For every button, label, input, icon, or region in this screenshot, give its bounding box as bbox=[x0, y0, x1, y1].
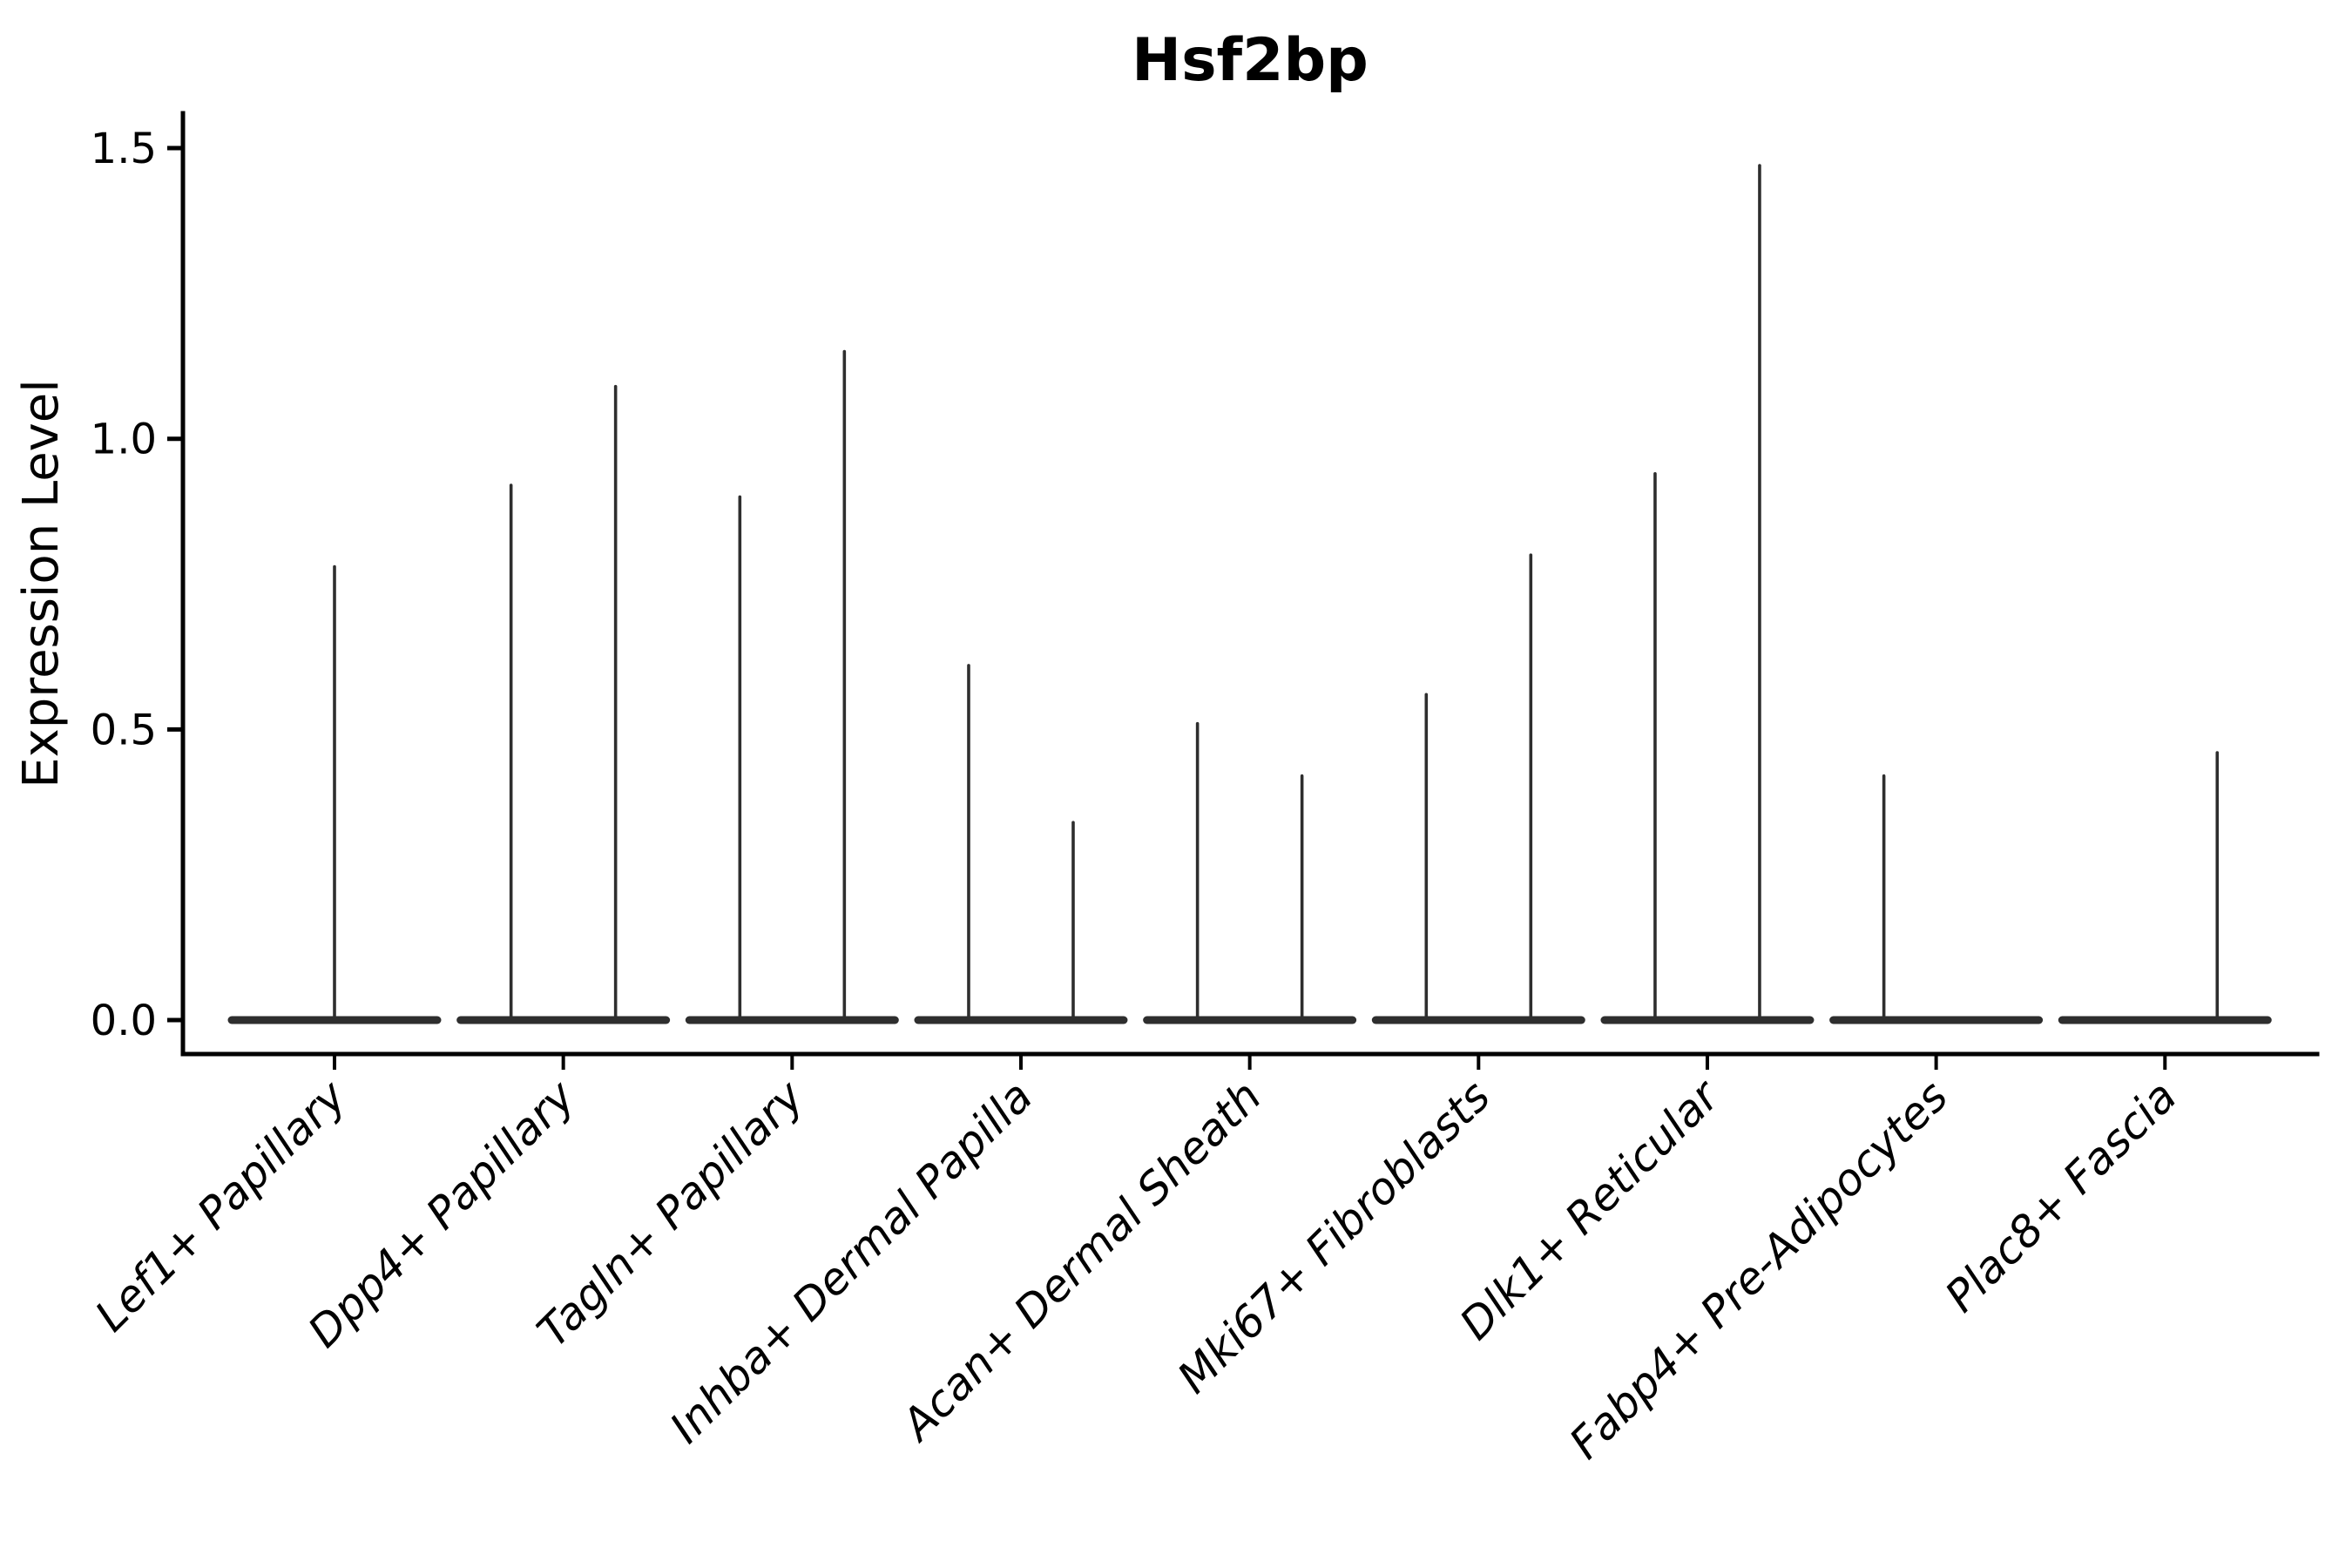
violins bbox=[227, 164, 2272, 1024]
violin-group bbox=[227, 564, 442, 1024]
axes-spines bbox=[180, 111, 2320, 1057]
y-tick-label: 0.0 bbox=[91, 997, 157, 1045]
x-tick-label: Fabp4+ Pre-Adipocytes bbox=[1560, 1071, 1958, 1469]
y-tick-label: 0.5 bbox=[91, 706, 157, 754]
x-tick-label: Acan+ Dermal Sheath bbox=[890, 1071, 1271, 1451]
violin-group bbox=[1829, 774, 2044, 1024]
chart-title: Hsf2bp bbox=[1132, 26, 1369, 95]
violin-group bbox=[2058, 751, 2272, 1024]
y-tick-label: 1.0 bbox=[91, 416, 157, 464]
y-tick-label: 1.5 bbox=[91, 125, 157, 173]
violin-group bbox=[456, 384, 671, 1024]
y-axis-ticks: 0.0 0.5 1.0 1.5 bbox=[91, 125, 183, 1045]
y-axis-label: Expression Level bbox=[13, 379, 70, 788]
violin-group bbox=[914, 664, 1128, 1024]
violin-group bbox=[1143, 721, 1357, 1024]
violin-group bbox=[1600, 164, 1815, 1024]
x-tick-label: Lef1+ Papillary bbox=[85, 1070, 356, 1341]
violin-group bbox=[685, 349, 899, 1024]
x-tick-label: Plac8+ Fascia bbox=[1936, 1071, 2186, 1321]
x-tick-label: Inhba+ Dermal Papilla bbox=[660, 1071, 1042, 1452]
violin-group bbox=[1371, 553, 1585, 1024]
